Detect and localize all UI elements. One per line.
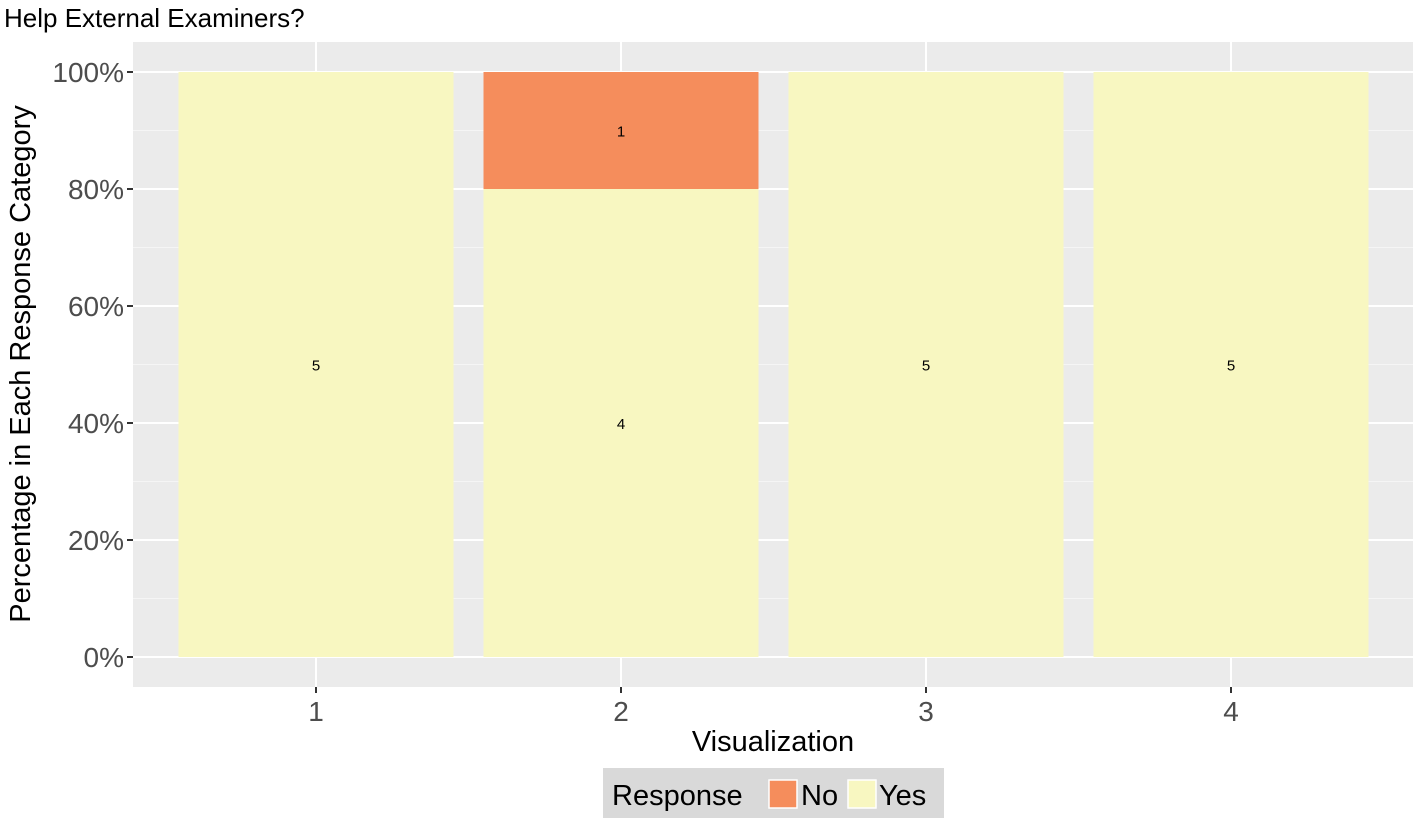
bar-yes-3 [788,72,1064,657]
legend-key-yes [847,779,877,809]
bar-yes-4 [1093,72,1369,657]
bar-yes-2 [483,189,759,657]
legend-key-no [768,779,798,809]
x-tick-label: 2 [613,696,629,727]
legend-label-no: No [801,780,838,812]
chart-title: Help External Examiners? [4,3,305,33]
x-axis-label: Visualization [692,726,854,758]
legend-title: Response [612,780,743,812]
bar-no-2 [483,72,759,189]
bar-count-label: 4 [617,416,625,433]
legend-label-yes: Yes [879,780,926,812]
bar-count-label: 5 [922,358,930,375]
y-axis-label: Percentage in Each Response Category [5,105,37,623]
x-tick-label: 1 [308,696,324,727]
bar-count-label: 5 [312,358,320,375]
y-tick-label: 60% [68,291,124,322]
bar-count-label: 5 [1227,358,1235,375]
bar-yes-1 [178,72,454,657]
x-tick-label: 4 [1223,696,1239,727]
bar-count-label: 1 [617,124,625,141]
legend: Response No Yes [603,768,944,818]
y-tick-label: 0% [84,642,124,673]
y-tick-label: 40% [68,408,124,439]
y-tick-label: 100% [52,57,124,88]
y-tick-label: 20% [68,525,124,556]
y-tick-label: 80% [68,174,124,205]
x-tick-label: 3 [918,696,934,727]
